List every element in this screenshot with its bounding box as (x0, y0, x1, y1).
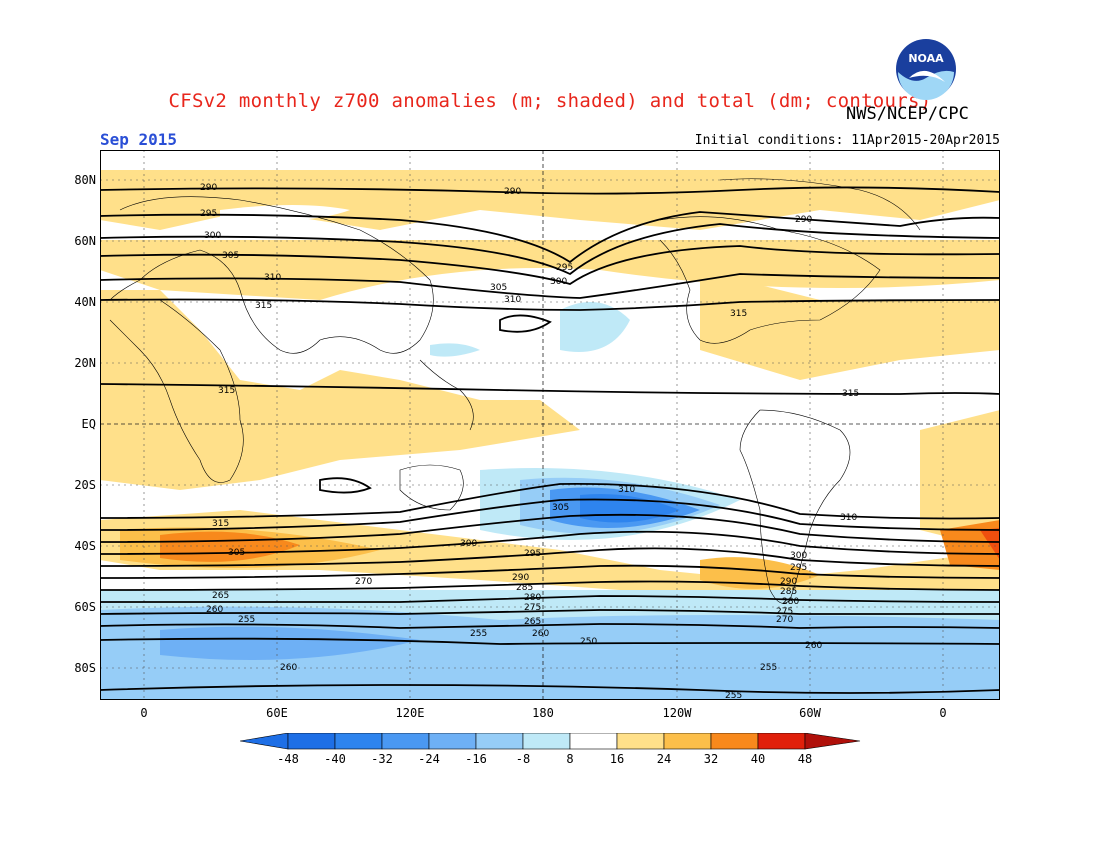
contour-label-260: 260 (280, 663, 297, 673)
colorbar-tick-label: 8 (566, 752, 574, 766)
contour-label-290: 290 (795, 215, 812, 225)
colorbar-tick-label: 32 (703, 752, 719, 766)
contour-label-255: 255 (725, 691, 742, 700)
contour-label-305: 305 (490, 283, 507, 293)
contour-label-255: 255 (760, 663, 777, 673)
lat-label-80s: 80S (74, 661, 96, 675)
lon-label-60w: 60W (799, 706, 821, 720)
colorbar-tick-label: -32 (371, 752, 393, 766)
contour-label-255: 255 (238, 615, 255, 625)
contour-label-300: 300 (550, 277, 567, 287)
colorbar-tick-label: -8 (515, 752, 531, 766)
contour-label-315: 315 (730, 309, 747, 319)
contour-label-275: 275 (524, 603, 541, 613)
contour-value-labels: 290 290 290 295 295 300 300 305 305 310 … (200, 183, 859, 700)
contour-label-250: 250 (580, 637, 597, 647)
contour-label-255: 255 (470, 629, 487, 639)
map-panel: 290 290 290 295 295 300 300 305 305 310 … (100, 150, 1000, 700)
lat-label-60n: 60N (74, 234, 96, 248)
lon-label-60e: 60E (266, 706, 288, 720)
contour-label-280: 280 (524, 593, 541, 603)
contour-label-260: 260 (532, 629, 549, 639)
contour-label-280: 280 (782, 597, 799, 607)
contour-label-275: 275 (776, 607, 793, 617)
height-contours (100, 186, 1000, 694)
contour-label-285: 285 (780, 587, 797, 597)
contour-label-290: 290 (200, 183, 217, 193)
reference-lines (100, 150, 1000, 700)
lat-label-60s: 60S (74, 600, 96, 614)
contour-label-295: 295 (524, 549, 541, 559)
colorbar-tick-label: -16 (465, 752, 487, 766)
lat-label-80n: 80N (74, 173, 96, 187)
map-frame (100, 150, 1000, 700)
contour-label-310: 310 (504, 295, 521, 305)
initial-conditions-label: Initial conditions: 11Apr2015-20Apr2015 (694, 133, 1000, 148)
contour-label-260: 260 (805, 641, 822, 651)
contour-label-310: 310 (618, 485, 635, 495)
lat-label-40s: 40S (74, 539, 96, 553)
valid-month-label: Sep 2015 (100, 130, 178, 149)
agency-label: NWS/NCEP/CPC (846, 104, 969, 124)
contour-label-315: 315 (255, 301, 272, 311)
logo-text: NOAA (908, 52, 944, 65)
contour-label-300: 300 (460, 539, 477, 549)
contour-label-270: 270 (355, 577, 372, 587)
colorbar-tick-label: 40 (750, 752, 766, 766)
chart-title: CFSv2 monthly z700 anomalies (m; shaded)… (168, 90, 932, 112)
contour-label-285: 285 (516, 583, 533, 593)
contour-label-305: 305 (222, 251, 239, 261)
contour-label-260: 260 (206, 605, 223, 615)
colorbar-tick-label: 48 (797, 752, 813, 766)
contour-label-265: 265 (524, 617, 541, 627)
contour-label-295: 295 (200, 209, 217, 219)
lon-label-0: 0 (140, 706, 148, 720)
contour-label-290: 290 (512, 573, 529, 583)
contour-label-305: 305 (228, 548, 245, 558)
lon-label-180: 180 (532, 706, 554, 720)
contour-label-295: 295 (790, 563, 807, 573)
contour-label-310: 310 (264, 273, 281, 283)
colorbar-tick-label: -40 (324, 752, 346, 766)
lon-label-0-east: 0 (939, 706, 947, 720)
lat-label-40n: 40N (74, 295, 96, 309)
lon-label-120w: 120W (662, 706, 692, 720)
colorbar-arrow-right (804, 733, 861, 750)
colorbar-tick-label: 16 (609, 752, 625, 766)
contour-label-270: 270 (776, 615, 793, 625)
lon-label-120e: 120E (395, 706, 425, 720)
contour-label-315: 315 (842, 389, 859, 399)
contour-label-290: 290 (780, 577, 797, 587)
lat-label-20s: 20S (74, 478, 96, 492)
lat-label-20n: 20N (74, 356, 96, 370)
colorbar (240, 733, 861, 750)
lat-label-eq: EQ (81, 417, 96, 431)
colorbar-arrow-left (240, 733, 289, 750)
contour-label-300: 300 (790, 551, 807, 561)
contour-label-315: 315 (212, 519, 229, 529)
contour-label-315: 315 (218, 386, 235, 396)
contour-label-300: 300 (204, 231, 221, 241)
contour-label-295: 295 (556, 263, 573, 273)
gridlines (100, 150, 1000, 700)
contour-label-265: 265 (212, 591, 229, 601)
colorbar-tick-label: -48 (277, 752, 299, 766)
contour-label-310: 310 (840, 513, 857, 523)
contour-label-305: 305 (552, 503, 569, 513)
contour-label-290: 290 (504, 187, 521, 197)
noaa-logo: NOAA (896, 39, 956, 100)
colorbar-tick-label: -24 (418, 752, 440, 766)
colorbar-tick-label: 24 (656, 752, 672, 766)
